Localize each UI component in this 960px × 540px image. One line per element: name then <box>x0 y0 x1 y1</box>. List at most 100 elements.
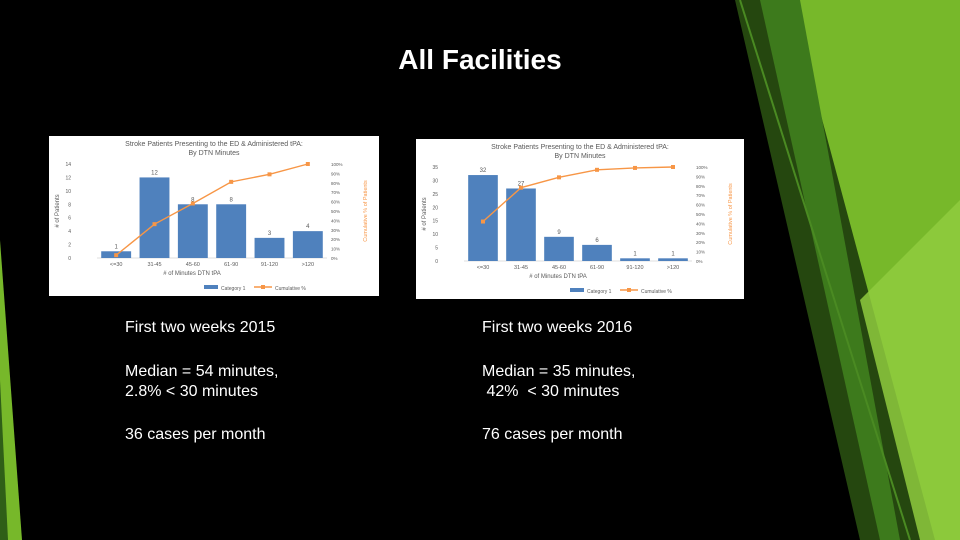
chart-2016-svg: Stroke Patients Presenting to the ED & A… <box>422 144 734 295</box>
chart-2015-y2label: Cumulative % of Patients <box>363 180 369 242</box>
chart-2016-x-tick: 91-120 <box>626 265 643 271</box>
chart-2015-bar <box>254 237 285 258</box>
chart-2015-y2-tick: 70% <box>331 190 340 195</box>
chart-2016-legend-line-marker <box>627 288 631 292</box>
chart-2015-bar <box>292 231 323 258</box>
chart-2016-bar-label: 1 <box>633 251 637 257</box>
chart-2015-y2-tick: 30% <box>331 228 340 233</box>
chart-2016-bar-label: 9 <box>557 230 561 236</box>
chart-2015-bar-label: 4 <box>306 224 310 230</box>
chart-2015-y2-tick: 80% <box>331 181 340 186</box>
chart-2015: Stroke Patients Presenting to the ED & A… <box>49 136 379 296</box>
chart-2016-bar <box>468 175 498 261</box>
chart-2016-bar-label: 6 <box>595 238 599 244</box>
chart-2016-cumulative-point <box>595 167 599 172</box>
right-light-shape <box>860 200 960 540</box>
chart-2015-x-tick: 45-60 <box>186 262 200 268</box>
chart-2016-y-tick: 15 <box>432 219 438 225</box>
chart-2015-y-tick: 2 <box>68 243 71 249</box>
chart-2015-y2-tick: 100% <box>331 162 343 167</box>
chart-2015-bar <box>139 177 170 258</box>
chart-2015-bar-label: 8 <box>229 197 233 203</box>
chart-2015-bar-label: 1 <box>114 244 118 250</box>
chart-2016-y-tick: 25 <box>432 192 438 198</box>
chart-2015-y-tick: 8 <box>68 202 71 208</box>
chart-2015-legend-line-marker <box>261 285 265 289</box>
chart-2015-y2-tick: 40% <box>331 218 340 223</box>
chart-2015-y-tick: 14 <box>65 162 71 168</box>
chart-2015-y2-tick: 50% <box>331 209 340 214</box>
pct-under-30-2016: 42% < 30 minutes <box>482 383 620 400</box>
chart-2016-legend-bar-swatch <box>570 288 584 292</box>
chart-2016-y-tick: 5 <box>435 246 438 252</box>
cases-2015: 36 cases per month <box>125 426 266 443</box>
chart-2016-x-tick: >120 <box>667 265 679 271</box>
chart-2016-legend-line-label: Cumulative % <box>641 289 672 295</box>
chart-2015-y-tick: 0 <box>68 256 71 262</box>
chart-2015-cumulative-point <box>267 172 272 177</box>
chart-2015-x-tick: 31-45 <box>147 262 161 268</box>
chart-2016-x-tick: 45-60 <box>552 265 566 271</box>
chart-2016-y2-tick: 20% <box>696 240 705 245</box>
chart-2016-y-tick: 0 <box>435 259 438 265</box>
chart-2016-y2-tick: 30% <box>696 231 705 236</box>
chart-2016-x-tick: 61-90 <box>590 265 604 271</box>
chart-2015-bar <box>216 204 247 258</box>
chart-2015-cumulative-point <box>229 179 234 184</box>
chart-2016-y2-tick: 100% <box>696 165 708 170</box>
chart-2016-cumulative-point <box>671 165 675 169</box>
chart-2016-ylabel: # of Patients <box>422 197 428 230</box>
chart-2015-cumulative-point <box>114 253 119 258</box>
chart-2015-y-tick: 6 <box>68 216 71 222</box>
period-2016: First two weeks 2016 <box>482 319 633 336</box>
chart-2016-x-tick: <=30 <box>477 265 490 271</box>
chart-2016-bar <box>582 244 612 261</box>
chart-2016-y2label: Cumulative % of Patients <box>728 183 734 245</box>
chart-2015-y-tick: 12 <box>65 175 71 181</box>
chart-2016-cumulative-point <box>481 219 485 224</box>
chart-2016-xlabel: # of Minutes DTN tPA <box>529 274 587 280</box>
chart-2015-cumulative-point <box>190 201 195 206</box>
chart-2016-y2-tick: 0% <box>696 259 703 264</box>
chart-2015-cumulative-line <box>115 163 309 256</box>
chart-2015-x-tick: <=30 <box>110 262 123 268</box>
chart-2015-y2-tick: 90% <box>331 171 340 176</box>
chart-2016-y2-tick: 50% <box>696 212 705 217</box>
chart-2016: Stroke Patients Presenting to the ED & A… <box>416 139 744 299</box>
chart-2015-legend-bar-label: Category 1 <box>221 286 246 292</box>
chart-2016-title-line2: By DTN Minutes <box>555 153 606 160</box>
chart-2016-cumulative-point <box>519 185 523 190</box>
chart-2016-bar-label: 32 <box>480 168 487 174</box>
chart-2016-cumulative-line <box>482 166 674 223</box>
chart-2015-bar <box>177 204 208 258</box>
chart-2016-y2-tick: 80% <box>696 184 705 189</box>
chart-2016-bar <box>620 258 650 261</box>
pct-under-30-2015: 2.8% < 30 minutes <box>125 383 258 400</box>
chart-2015-title-line2: By DTN Minutes <box>189 150 240 157</box>
chart-2015-cumulative-point <box>152 222 157 227</box>
chart-2015-ylabel: # of Patients <box>55 194 61 227</box>
left-green-stripe <box>0 240 22 540</box>
chart-2016-y-tick: 20 <box>432 205 438 211</box>
chart-2015-cumulative-point <box>305 162 310 166</box>
right-mid-shape <box>760 0 900 540</box>
chart-2015-bar-label: 12 <box>151 170 158 176</box>
chart-2016-y-tick: 35 <box>432 165 438 171</box>
chart-2016-bar-label: 1 <box>671 251 675 257</box>
chart-2016-x-tick: 31-45 <box>514 265 528 271</box>
chart-2015-x-tick: 91-120 <box>261 262 278 268</box>
right-accent-line <box>739 0 911 540</box>
chart-2015-y-tick: 10 <box>65 189 71 195</box>
chart-2016-y-tick: 30 <box>432 178 438 184</box>
chart-2016-y2-tick: 70% <box>696 193 705 198</box>
chart-2015-bar-label: 8 <box>191 197 195 203</box>
chart-2016-y2-tick: 10% <box>696 250 705 255</box>
chart-2015-x-tick: >120 <box>302 262 314 268</box>
cases-2016: 76 cases per month <box>482 426 623 443</box>
chart-2015-y2-tick: 60% <box>331 200 340 205</box>
chart-2016-cumulative-point <box>557 175 561 180</box>
chart-2015-legend-bar-swatch <box>204 285 218 289</box>
chart-2016-bar-label: 27 <box>518 181 525 187</box>
median-2016: Median = 35 minutes, <box>482 363 636 380</box>
